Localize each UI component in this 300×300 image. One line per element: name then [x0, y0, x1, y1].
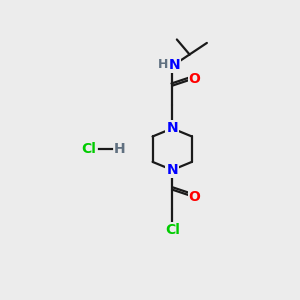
Text: Cl: Cl: [82, 142, 97, 156]
Text: N: N: [167, 122, 178, 135]
Text: O: O: [189, 72, 201, 86]
Text: N: N: [169, 58, 180, 72]
Text: Cl: Cl: [165, 223, 180, 237]
Text: N: N: [167, 163, 178, 177]
Text: H: H: [158, 58, 169, 71]
Text: O: O: [189, 190, 201, 203]
Text: H: H: [113, 142, 125, 156]
